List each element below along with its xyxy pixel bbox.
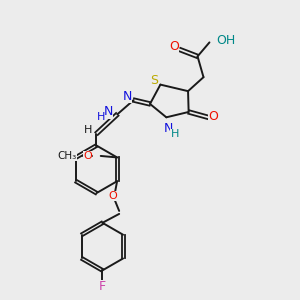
Text: F: F (99, 280, 106, 293)
Text: N: N (164, 122, 173, 135)
Text: O: O (83, 151, 92, 161)
Text: N: N (122, 90, 132, 103)
Text: O: O (109, 191, 118, 201)
Text: OH: OH (216, 34, 235, 46)
Text: S: S (150, 74, 158, 87)
Text: CH₃: CH₃ (58, 151, 77, 161)
Text: N: N (104, 106, 113, 118)
Text: O: O (169, 40, 179, 53)
Text: H: H (170, 129, 179, 139)
Text: H: H (97, 112, 105, 122)
Text: O: O (208, 110, 218, 123)
Text: H: H (84, 125, 92, 135)
